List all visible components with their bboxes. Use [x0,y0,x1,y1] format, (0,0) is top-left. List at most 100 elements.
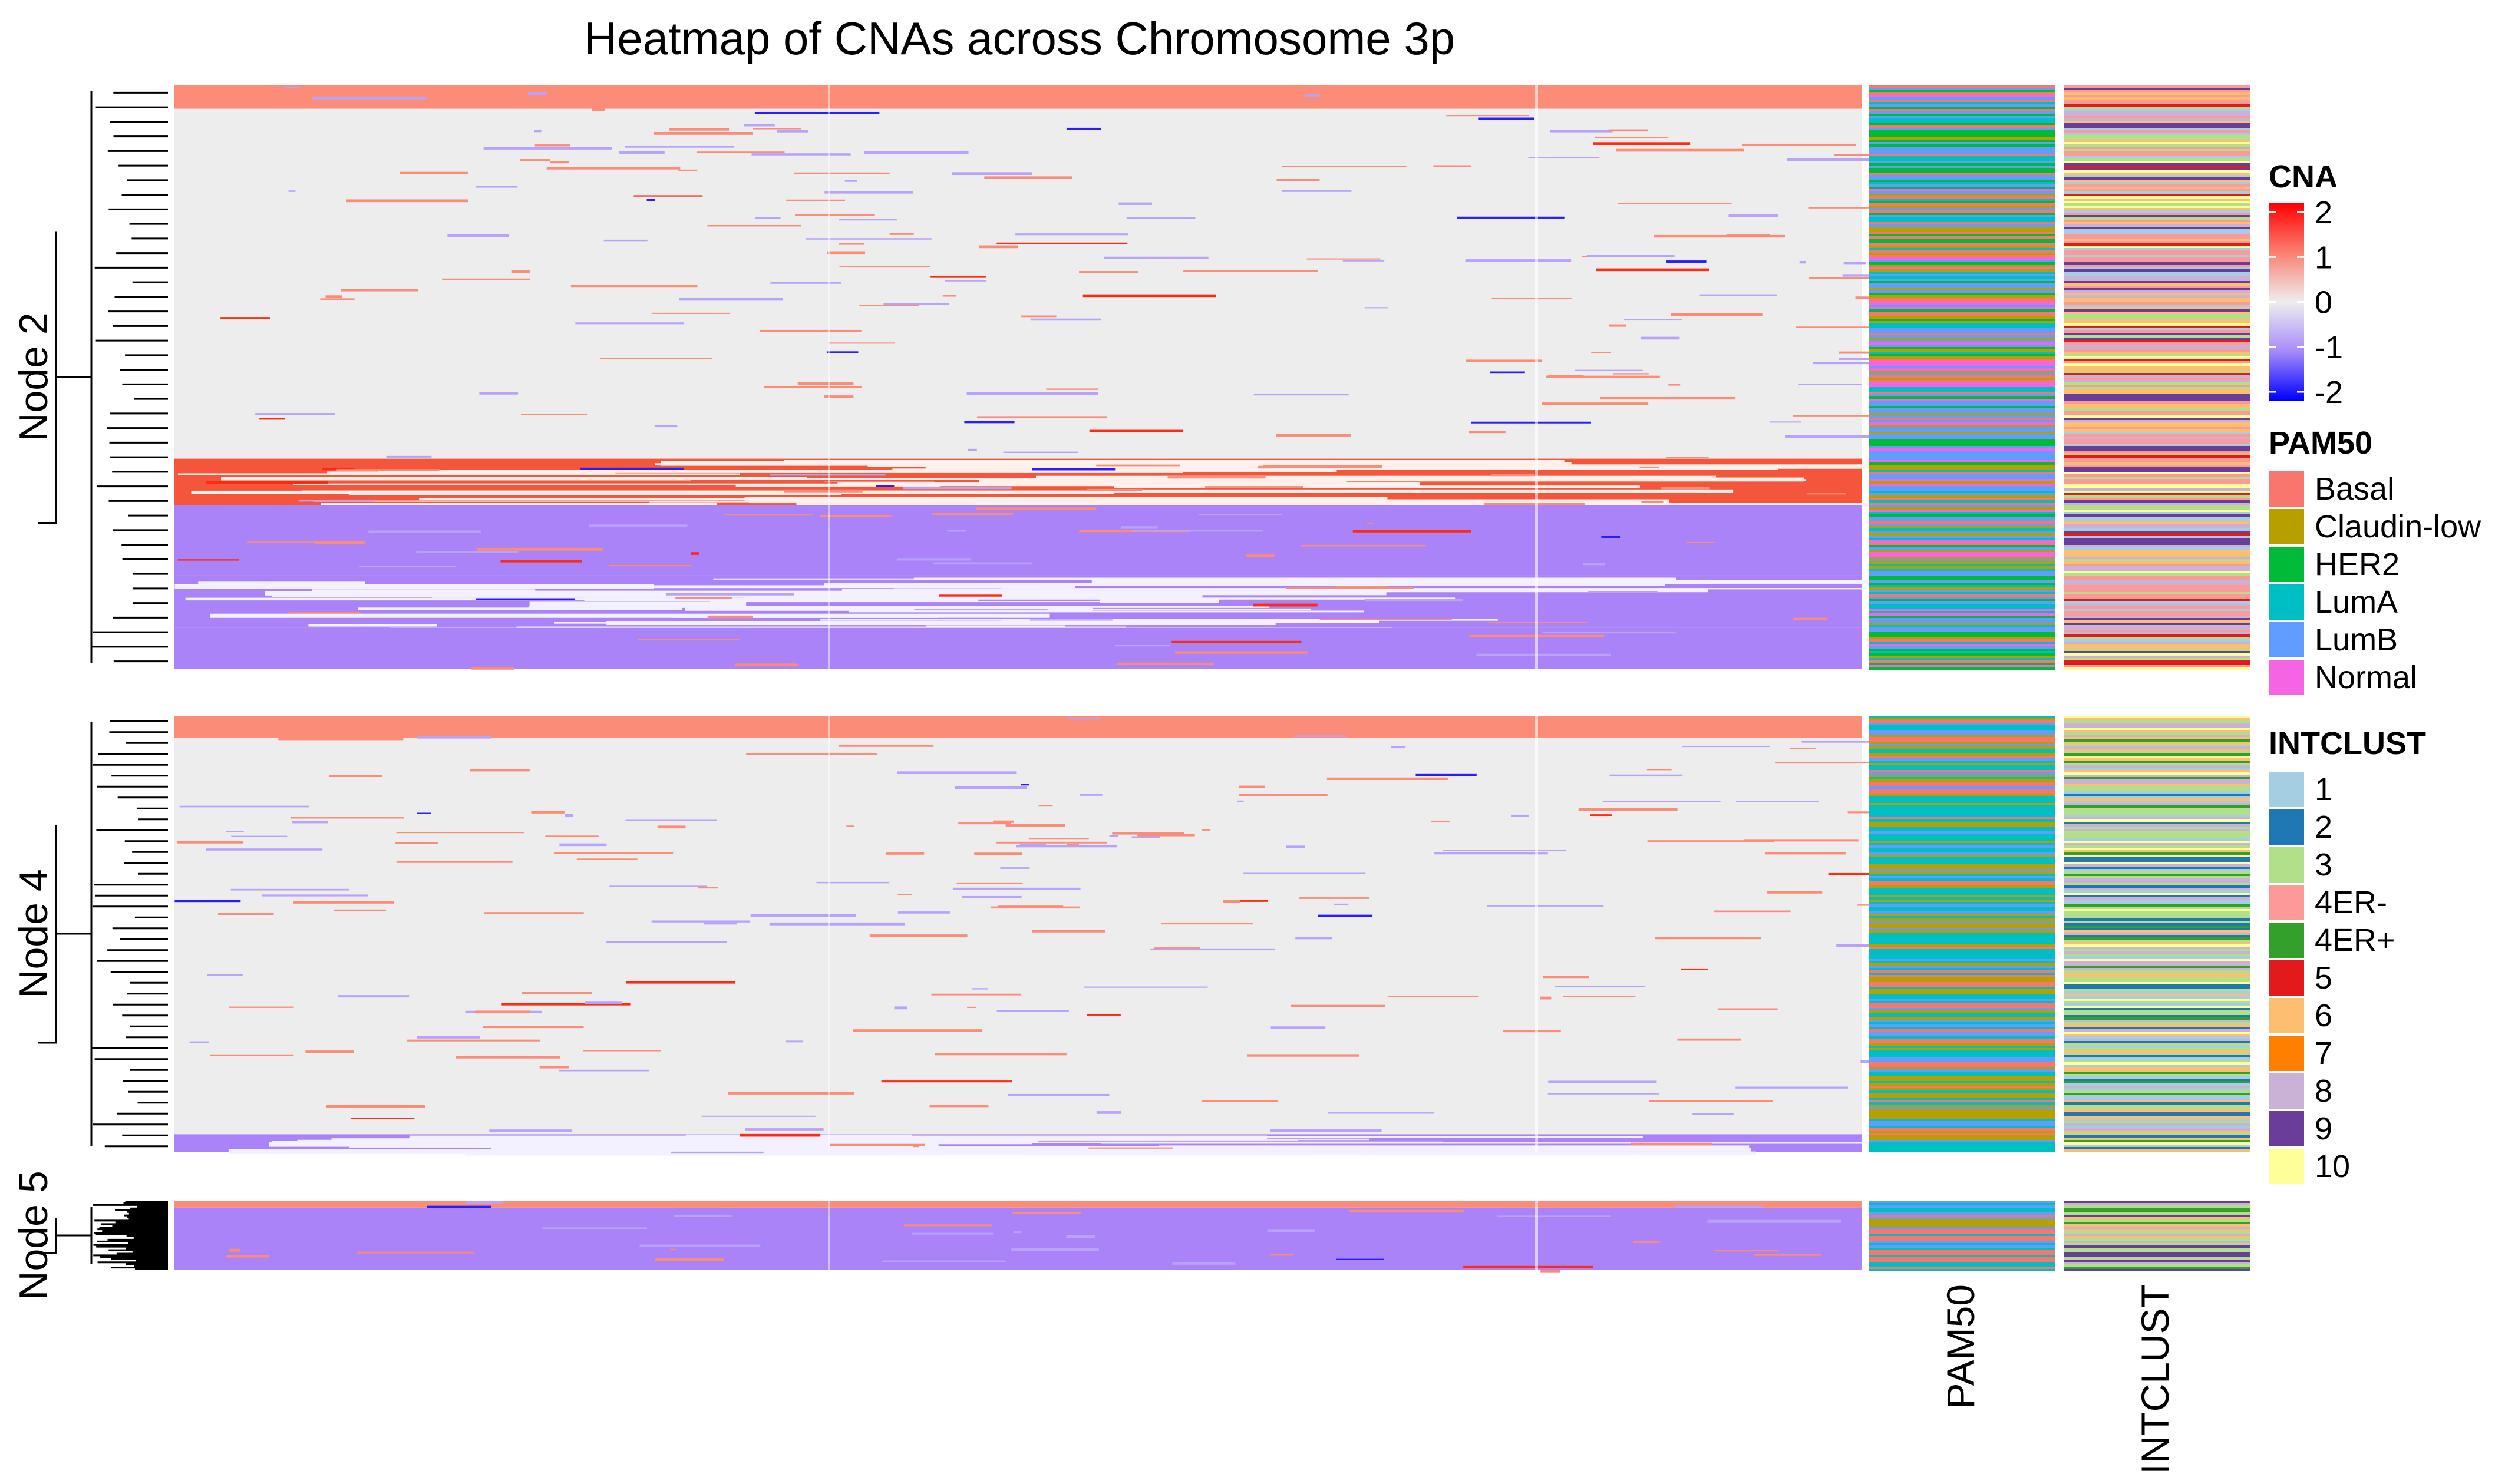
annotation-stripe [1869,798,2055,801]
annotation-stripe [1869,573,2055,576]
heatmap-streak [357,607,683,610]
annotation-stripe [1869,824,2055,827]
heatmap-cell-run [1301,544,1426,547]
annotation-stripe [2064,517,2250,519]
annotation-stripe [2064,448,2250,451]
heatmap-cell-run [1726,234,1770,236]
annotation-stripe [2064,1219,2250,1222]
heatmap-cell-run [1434,852,1548,855]
annotation-stripe [1869,728,2055,730]
annotation-stripe [1869,151,2055,154]
heatmap-streak [813,1151,1757,1155]
annotation-stripe [1869,177,2055,180]
annotation-stripe [1869,970,2055,973]
annotation-stripe [2064,265,2250,267]
heatmap-cell-run [930,276,986,278]
heatmap-cell-run [783,91,831,94]
annotation-stripe [1869,561,2055,564]
heatmap-cell-run [1364,307,1388,309]
annotation-stripe [1869,980,2055,982]
annotation-stripe [1869,765,2055,768]
heatmap-cell-run [839,266,930,268]
heatmap-body [174,716,2039,1156]
annotation-stripe [1869,491,2055,493]
annotation-stripe [1869,897,2055,900]
heatmap-cell-run [177,840,243,844]
annotation-stripe [2064,725,2250,728]
annotation-stripe [2064,897,2250,900]
annotation-stripe [1869,984,2055,987]
heatmap-cell-run [416,551,519,553]
heatmap-cell-run [531,811,565,814]
annotation-stripe [1869,147,2055,149]
heatmap-cell-run [545,835,599,837]
heatmap-cell-run [1267,1229,1315,1232]
heatmap-cell-run [1593,142,1691,145]
annotation-stripe [2064,472,2250,474]
annotation-stripe [2064,1083,2250,1086]
annotation-stripe [1869,761,2055,763]
annotation-stripe [2064,982,2250,984]
legend-tick-label: -1 [2315,330,2343,365]
annotation-stripe [1869,559,2055,561]
annotation-stripe [1869,1006,2055,1008]
annotation-stripe [2064,88,2250,90]
annotation-stripe [2064,166,2250,168]
row-group-2: Node 4 [11,716,2250,1156]
heatmap-cell-run [697,151,785,154]
annotation-stripe [1869,246,2055,248]
heatmap-cell-run [881,1080,1012,1083]
heatmap-cell-run [519,159,550,161]
heatmap-cell-run [740,1133,821,1137]
annotation-stripe [1869,545,2055,547]
heatmap-cell-run [639,1244,761,1247]
heatmap-streak [1100,1142,2039,1144]
heatmap-cell-run [1487,905,1604,907]
annotation-stripe [2064,625,2250,627]
heatmap-cell-run [638,639,741,640]
annotation-stripe [1869,803,2055,805]
annotation-stripe [1869,592,2055,594]
heatmap-cell-run [1391,746,1406,749]
annotation-stripe [1869,975,2055,977]
annotation-stripe [2064,737,2250,739]
annotation-stripe [1869,1060,2055,1062]
heatmap-cell-run [1237,800,1244,803]
annotation-stripe [1869,88,2055,90]
heatmap-cell-run [894,1006,907,1010]
annotation-stripe [1869,199,2055,201]
annotation-stripe [1869,85,2055,88]
annotation-stripe [1869,1217,2055,1219]
annotation-stripe [2064,224,2250,227]
heatmap-streak [312,589,536,591]
legend-swatch [2269,847,2304,883]
annotation-stripe [2064,420,2250,422]
annotation-stripe [2064,930,2250,933]
annotation-stripe [2064,911,2250,914]
annotation-stripe [1869,937,2055,940]
annotation-stripe [1869,1015,2055,1017]
annotation-stripe [1869,720,2055,723]
annotation-stripe [1869,505,2055,507]
heatmap-column-gap [1535,1201,1538,1270]
annotation-stripe [2064,1008,2250,1010]
annotation-stripe [2064,1123,2250,1126]
heatmap-streak [841,589,1450,591]
annotation-stripe [2064,663,2250,665]
annotation-stripe [1869,227,2055,229]
heatmap-cell-run [1510,814,1529,817]
annotation-stripe [1869,1024,2055,1027]
heatmap-cell-run [1245,554,1275,557]
heatmap-cell-run [824,395,854,398]
annotation-stripe [1869,354,2055,356]
annotation-stripe [2064,168,2250,170]
heatmap-cell-run [1707,1219,1841,1223]
annotation-stripe [1869,519,2055,521]
annotation-stripe [2064,1057,2250,1060]
annotation-stripe [1869,467,2055,470]
annotation-stripe [1869,989,2055,991]
annotation-stripe [2064,1114,2250,1116]
heatmap-cell-run [1014,1231,1022,1234]
annotation-stripe [1869,782,2055,784]
annotation-stripe [2064,763,2250,765]
